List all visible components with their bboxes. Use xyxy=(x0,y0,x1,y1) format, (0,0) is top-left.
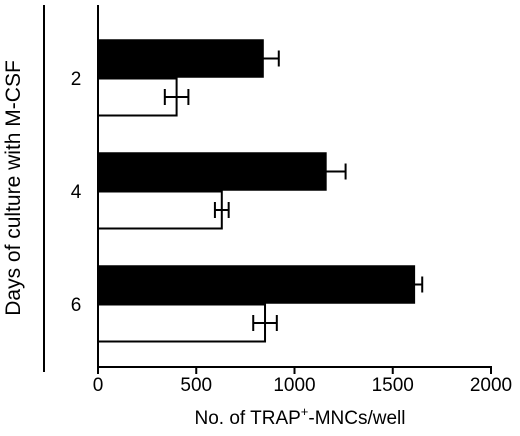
x-axis-title-suffix: -MNCs/well xyxy=(308,408,405,429)
bar-open xyxy=(97,303,267,343)
x-axis-title: No. of TRAP+-MNCs/well xyxy=(194,404,405,429)
x-axis-tick-labels: 0 500 1000 1500 2000 xyxy=(93,375,512,396)
bars xyxy=(97,39,416,343)
bar-filled xyxy=(97,152,327,191)
x-axis-ticks xyxy=(97,367,492,374)
x-tick-label: 1500 xyxy=(372,375,414,396)
category-labels: 2 4 6 xyxy=(71,69,82,316)
bar-filled xyxy=(97,39,264,78)
x-tick-label: 2000 xyxy=(470,375,512,396)
y-axis-title: Days of culture with M-CSF xyxy=(2,60,25,316)
error-bars xyxy=(163,50,424,331)
category-label: 2 xyxy=(71,69,82,90)
category-label: 6 xyxy=(71,295,82,316)
x-axis-title-prefix: No. of TRAP xyxy=(194,408,300,429)
bar-open xyxy=(97,77,178,117)
bar-filled xyxy=(97,265,416,304)
y-axis-title-group: Days of culture with M-CSF xyxy=(2,5,45,372)
x-tick-label: 1000 xyxy=(273,375,315,396)
bar-open xyxy=(97,190,223,230)
x-tick-label: 500 xyxy=(180,375,212,396)
x-tick-label: 0 xyxy=(93,375,104,396)
category-label: 4 xyxy=(71,182,82,203)
x-axis-title-superscript: + xyxy=(301,404,309,419)
